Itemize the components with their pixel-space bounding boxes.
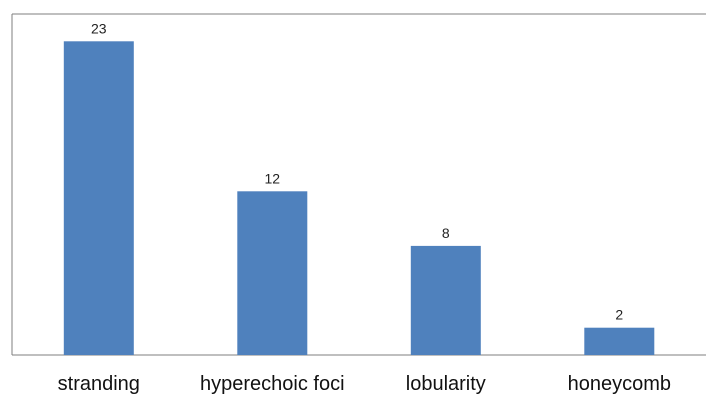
x-tick-label-hyperechoic-foci: hyperechoic foci	[200, 373, 345, 395]
x-tick-label-honeycomb: honeycomb	[568, 373, 671, 395]
bar-stranding	[63, 41, 134, 356]
bar-series	[63, 41, 655, 356]
bar-honeycomb	[584, 327, 655, 355]
data-label-hyperechoic-foci: 12	[265, 170, 281, 186]
data-label-stranding: 23	[91, 20, 107, 36]
x-tick-label-lobularity: lobularity	[406, 373, 486, 395]
data-label-lobularity: 8	[442, 225, 450, 241]
bar-lobularity	[410, 245, 481, 355]
x-tick-label-stranding: stranding	[58, 373, 140, 395]
x-axis-tick-labels: stranding hyperechoic foci lobularity honey…	[58, 373, 671, 395]
data-label-honeycomb: 2	[615, 307, 623, 323]
bar-hyperechoic-foci	[237, 191, 308, 355]
data-labels: 23 12 8 2	[91, 20, 623, 322]
